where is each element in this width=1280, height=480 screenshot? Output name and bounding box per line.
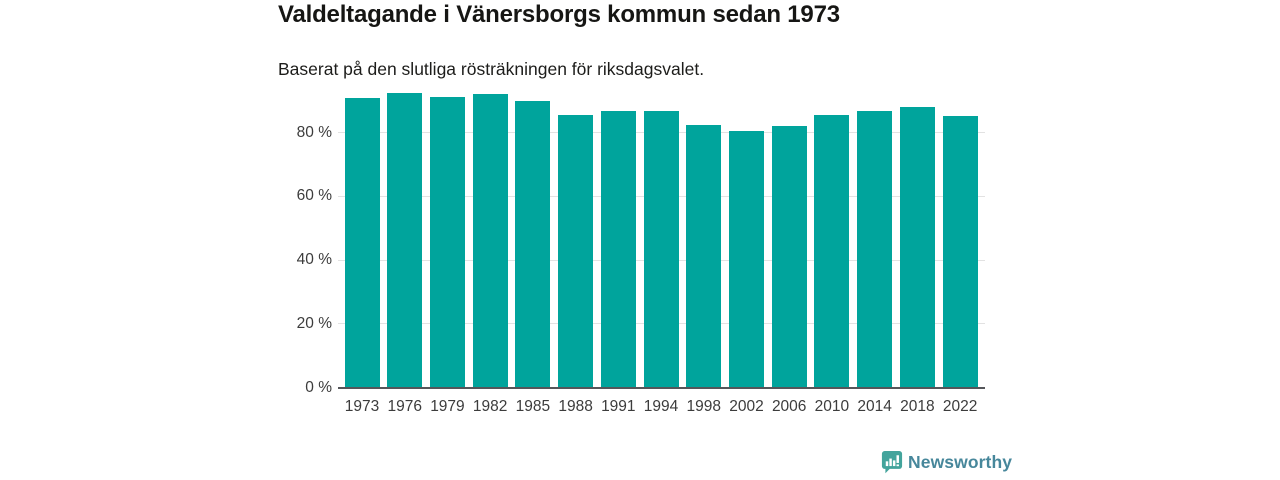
bar-1976 — [387, 93, 423, 388]
chart-title: Valdeltagande i Vänersborgs kommun sedan… — [278, 1, 840, 28]
y-axis-label-40: 40 % — [296, 251, 332, 268]
bar-1979 — [429, 97, 465, 388]
x-axis-label-1982: 1982 — [472, 398, 508, 415]
x-axis-label-2010: 2010 — [814, 398, 850, 415]
bar-1985 — [515, 100, 551, 388]
x-axis-label-1979: 1979 — [430, 398, 465, 415]
bar-chart-plot-area: 0 % 20 % 40 % 60 % 80 % 1973 1976 1979 1982 1985 1… — [296, 93, 985, 415]
y-axis-label-80: 80 % — [296, 123, 332, 141]
x-axis-label-2006: 2006 — [771, 398, 807, 415]
bar-2010 — [814, 114, 850, 388]
x-axis-label-2022: 2022 — [942, 398, 978, 415]
x-axis-label-1988: 1988 — [558, 398, 593, 415]
bar-2006 — [771, 125, 807, 388]
y-axis-label-0: 0 % — [305, 378, 332, 396]
chart-subtitle: Baserat på den slutliga rösträkningen fö… — [278, 59, 705, 79]
bar-1991 — [600, 111, 636, 388]
bar-1994 — [643, 110, 679, 388]
x-axis-label-1991: 1991 — [601, 398, 636, 415]
y-axis-label-60: 60 % — [296, 187, 332, 205]
x-axis-label-1976: 1976 — [387, 398, 422, 415]
x-axis-label-2018: 2018 — [900, 398, 935, 415]
x-axis-label-2002: 2002 — [729, 398, 764, 415]
bar-2018 — [899, 107, 935, 388]
bar-2014 — [857, 111, 893, 388]
newsworthy-logo[interactable]: Newsworthy — [881, 450, 1012, 476]
x-axis-line — [338, 386, 985, 389]
x-axis-label-1998: 1998 — [686, 398, 721, 415]
x-axis-label-1994: 1994 — [643, 398, 679, 415]
newsworthy-logo-icon — [881, 450, 903, 475]
x-axis-label-1985: 1985 — [515, 398, 551, 415]
bar-2002 — [728, 130, 764, 388]
bar-2022 — [942, 115, 978, 388]
bar-1973 — [344, 97, 380, 388]
newsworthy-brand-text: Newsworthy — [908, 452, 1013, 472]
y-axis-label-20: 20 % — [296, 314, 332, 332]
bar-1982 — [472, 94, 508, 388]
x-axis-label-2014: 2014 — [857, 398, 892, 415]
x-axis-label-1973: 1973 — [344, 398, 380, 415]
bar-1988 — [558, 114, 594, 388]
bar-1998 — [686, 125, 722, 388]
